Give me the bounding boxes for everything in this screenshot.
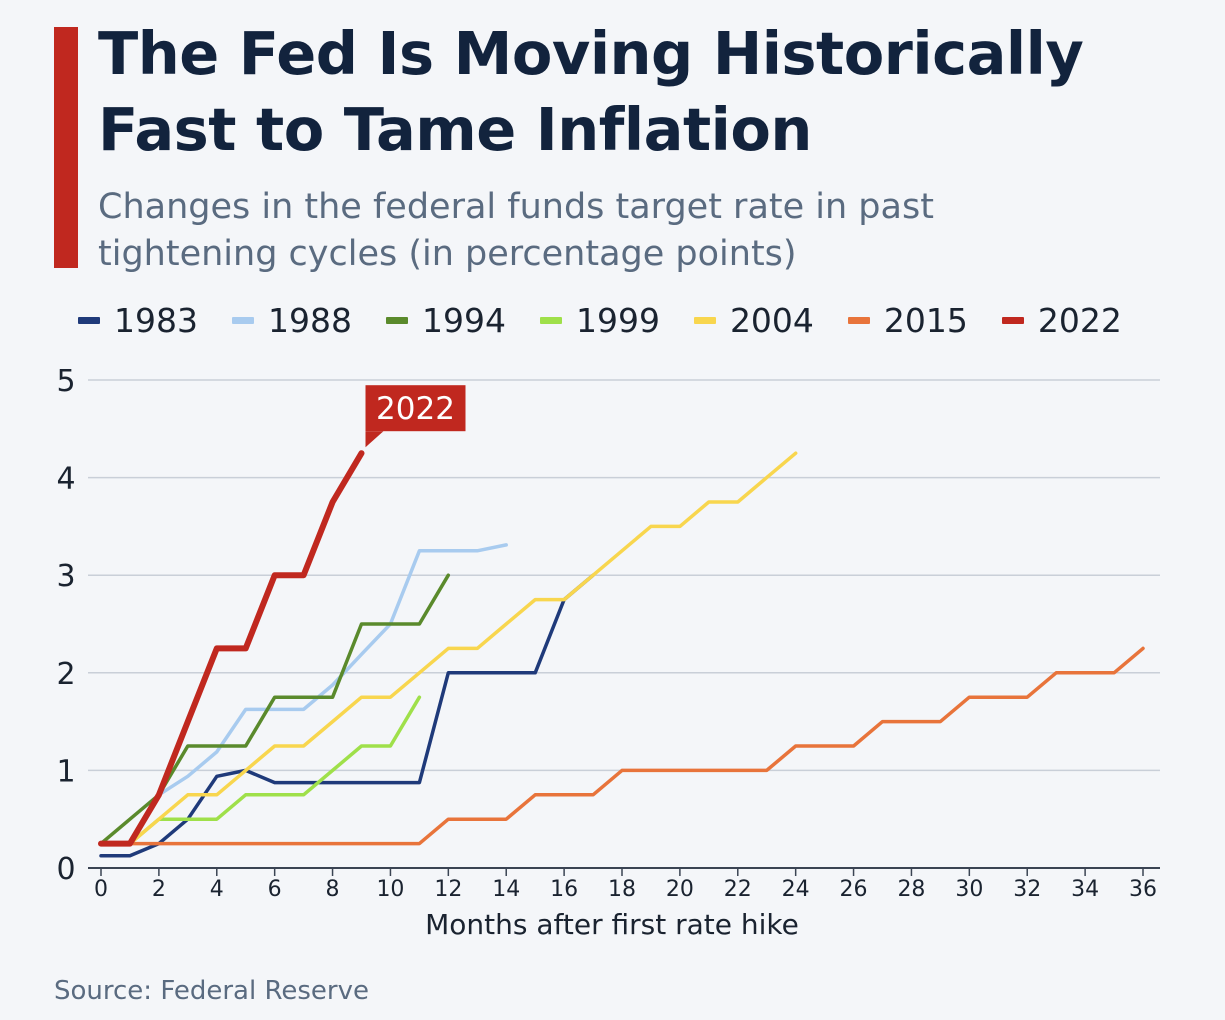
series-line-2004	[99, 451, 798, 846]
legend-swatch-1994	[385, 316, 408, 324]
series-line-1983	[99, 573, 595, 858]
legend-item-1988: 1988	[231, 300, 352, 340]
legend-item-2015: 2015	[847, 300, 968, 340]
x-tick-label-26: 26	[840, 877, 868, 902]
legend-item-2022: 2022	[1001, 300, 1122, 340]
x-tick-label-16: 16	[550, 877, 578, 902]
x-tick-label-12: 12	[434, 877, 462, 902]
annotation-pointer	[365, 431, 384, 448]
x-tick-label-32: 32	[1013, 877, 1041, 902]
x-tick-label-24: 24	[782, 877, 810, 902]
legend-label-1983: 1983	[114, 300, 198, 340]
x-tick-label-2: 2	[152, 877, 166, 902]
y-tick-label-4: 4	[56, 462, 75, 497]
chart-subtitle: Changes in the federal funds target rate…	[98, 187, 934, 274]
x-tick-label-8: 8	[326, 877, 340, 902]
legend-label-2015: 2015	[883, 300, 968, 340]
y-tick-label-2: 2	[56, 657, 75, 692]
x-tick-label-10: 10	[376, 877, 404, 902]
legend-label-2022: 2022	[1037, 300, 1122, 340]
y-tick-label-0: 0	[56, 852, 75, 887]
x-tick-label-36: 36	[1129, 877, 1157, 902]
title-accent-bar	[54, 27, 78, 268]
series-line-1988	[157, 543, 508, 797]
legend-swatch-1999	[539, 316, 562, 324]
legend-swatch-2015	[847, 316, 870, 324]
legend-swatch-2004	[693, 316, 716, 324]
x-tick-label-22: 22	[724, 877, 752, 902]
source-note: Source: Federal Reserve	[54, 976, 369, 1006]
annotation-box	[365, 385, 466, 432]
x-tick-label-6: 6	[268, 877, 282, 902]
y-tick-label-5: 5	[56, 364, 75, 399]
legend-swatch-1983	[78, 316, 100, 324]
x-axis-title: Months after first rate hike	[425, 908, 799, 941]
legend-label-1994: 1994	[421, 300, 506, 340]
x-tick-label-28: 28	[897, 877, 925, 902]
legend-swatch-2022	[1001, 316, 1024, 324]
x-tick-label-34: 34	[1071, 877, 1099, 902]
legend-item-2004: 2004	[693, 300, 814, 340]
x-tick-label-18: 18	[608, 877, 636, 902]
x-tick-label-20: 20	[666, 877, 694, 902]
x-tick-label-14: 14	[492, 877, 520, 902]
y-tick-label-1: 1	[56, 754, 75, 789]
x-tick-label-30: 30	[955, 877, 983, 902]
series-line-2022	[98, 450, 365, 847]
x-tick-label-4: 4	[210, 877, 224, 902]
legend-swatch-1988	[231, 316, 254, 324]
chart-legend: 1983 1988 1994 1999 2004 2015 2022	[78, 298, 1156, 342]
legend-item-1999: 1999	[539, 300, 660, 340]
y-tick-label-3: 3	[56, 559, 75, 594]
legend-label-2004: 2004	[729, 300, 814, 340]
series-line-2015	[99, 646, 1145, 846]
legend-item-1994: 1994	[385, 300, 506, 340]
legend-item-1983: 1983	[78, 301, 198, 340]
legend-label-1999: 1999	[575, 300, 660, 340]
legend-label-1988: 1988	[267, 300, 352, 340]
x-tick-label-0: 0	[94, 877, 108, 902]
chart-title: The Fed Is Moving Historically Fast to T…	[98, 19, 1084, 164]
annotation-label: 2022	[376, 391, 455, 427]
